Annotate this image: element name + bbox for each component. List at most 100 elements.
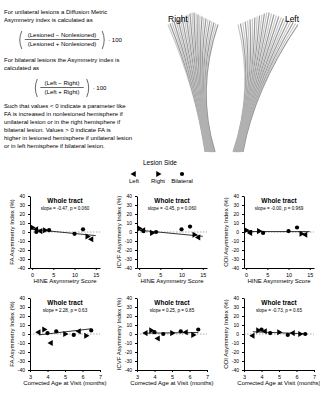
point xyxy=(152,330,156,334)
formula-paren xyxy=(20,31,22,49)
tick-mark xyxy=(135,334,137,335)
tick-mark xyxy=(135,196,137,197)
tick: 30 xyxy=(19,304,30,310)
tick: 10 xyxy=(126,322,137,328)
tick-mark xyxy=(190,370,191,372)
tick: 4 xyxy=(260,370,263,380)
y-axis: 403020100-10-20-30-40 xyxy=(232,193,245,271)
tick-mark xyxy=(310,268,311,270)
tick: 40 xyxy=(233,193,244,199)
tick: 0 xyxy=(22,331,30,337)
tick: 20 xyxy=(126,211,137,217)
tick: -40 xyxy=(232,265,244,271)
tick-label: 40 xyxy=(126,295,132,301)
formula-paren xyxy=(87,79,89,97)
tick-mark xyxy=(135,325,137,326)
formula-denominator: (Lesioned + Nonlesioned) xyxy=(28,41,97,47)
tick: 10 xyxy=(72,268,78,278)
text-line: FA is increased in nonlesioned hemispher… xyxy=(4,111,123,117)
x-axis-title: HINE Asymmetry Score xyxy=(140,278,204,284)
tick-label: 0 xyxy=(138,272,141,278)
tick-label: -10 xyxy=(18,238,25,244)
tick-label: 3 xyxy=(136,374,139,380)
tick-label: 20 xyxy=(126,211,132,217)
tick-mark xyxy=(155,370,156,372)
y-axis: 403020100-10-20-30-40 xyxy=(18,295,31,373)
tick: 40 xyxy=(19,193,30,199)
tick-label: 5 xyxy=(266,272,269,278)
tract-fiber xyxy=(206,24,216,153)
tick-label: 3 xyxy=(243,374,246,380)
axis-line xyxy=(245,370,315,371)
tick: 10 xyxy=(126,220,137,226)
tick: 10 xyxy=(19,322,30,328)
text-line: or in left hemisphere if bilateral lesio… xyxy=(4,143,105,149)
tick-mark xyxy=(137,370,138,372)
tick-mark xyxy=(135,370,137,371)
annotation: slope = -0.45, p = 0.060 xyxy=(148,206,197,211)
formula-denominator: (Left + Right) xyxy=(45,89,80,95)
annotation: slope = 0.25, p = 0.85 xyxy=(150,308,195,313)
tick: 5 xyxy=(278,370,281,380)
tick-mark xyxy=(135,205,137,206)
tick: 4 xyxy=(46,370,49,380)
tick-label: 30 xyxy=(233,304,239,310)
x-axis: 34567 xyxy=(136,370,209,380)
point xyxy=(84,333,89,339)
tick-label: 10 xyxy=(233,220,239,226)
tick-label: 0 xyxy=(236,331,239,337)
tick: -10 xyxy=(125,238,137,244)
tick-label: 5 xyxy=(52,272,55,278)
fit-line xyxy=(39,329,92,335)
tick: 15 xyxy=(200,268,206,278)
y-axis-title: ICVF Asymmetry Index (%) xyxy=(116,196,122,268)
chart-title: Whole tract xyxy=(261,299,297,306)
tick: -10 xyxy=(232,340,244,346)
tick-label: -10 xyxy=(18,340,25,346)
tick-label: 10 xyxy=(126,322,132,328)
fraction-bar xyxy=(40,87,83,88)
tick-label: -10 xyxy=(125,238,132,244)
x-axis-title: Corrected Age at Visit (months) xyxy=(23,380,106,386)
tick: -20 xyxy=(125,247,137,253)
tick-mark xyxy=(262,370,263,372)
tick: 15 xyxy=(93,268,99,278)
x-axis-title: Corrected Age at Visit (months) xyxy=(237,380,320,386)
tick-mark xyxy=(160,268,161,270)
text-line: For bilateral lesions the Asymmetry inde… xyxy=(4,57,119,63)
tick-mark xyxy=(279,370,280,372)
tick: -40 xyxy=(18,265,30,271)
tick: 6 xyxy=(295,370,298,380)
tick-label: -40 xyxy=(125,367,132,373)
tick-label: 7 xyxy=(313,374,316,380)
legend: Lesion SideLeftRightBilateral xyxy=(129,159,193,184)
tick-label: -30 xyxy=(232,256,239,262)
axis-line xyxy=(30,299,31,371)
tick-label: 30 xyxy=(19,304,25,310)
tick: 4 xyxy=(153,370,156,380)
formula-numerator: (Left − Right) xyxy=(45,80,80,86)
tick-mark xyxy=(242,232,244,233)
tract-fiber xyxy=(206,25,218,153)
tick-label: 20 xyxy=(19,211,25,217)
fit-line xyxy=(253,332,306,334)
tick-label: 40 xyxy=(233,193,239,199)
legend-title: Lesion Side xyxy=(143,159,177,166)
point xyxy=(81,227,85,231)
tick-label: 0 xyxy=(22,331,25,337)
tract-image xyxy=(168,13,298,153)
formula-numerator: (Lesioned − Nonlesioned) xyxy=(28,32,97,38)
tick-mark xyxy=(28,370,30,371)
tick-mark xyxy=(135,241,137,242)
tick-mark xyxy=(28,241,30,242)
point xyxy=(259,327,263,331)
tick: 7 xyxy=(313,370,316,380)
tick-mark xyxy=(242,307,244,308)
axis-line xyxy=(31,370,101,371)
tick: 0 xyxy=(129,331,137,337)
tick-mark xyxy=(135,223,137,224)
text-line: calculated as xyxy=(4,65,39,71)
tick-label: -30 xyxy=(125,358,132,364)
tick-mark xyxy=(28,250,30,251)
tick-mark xyxy=(75,268,76,270)
